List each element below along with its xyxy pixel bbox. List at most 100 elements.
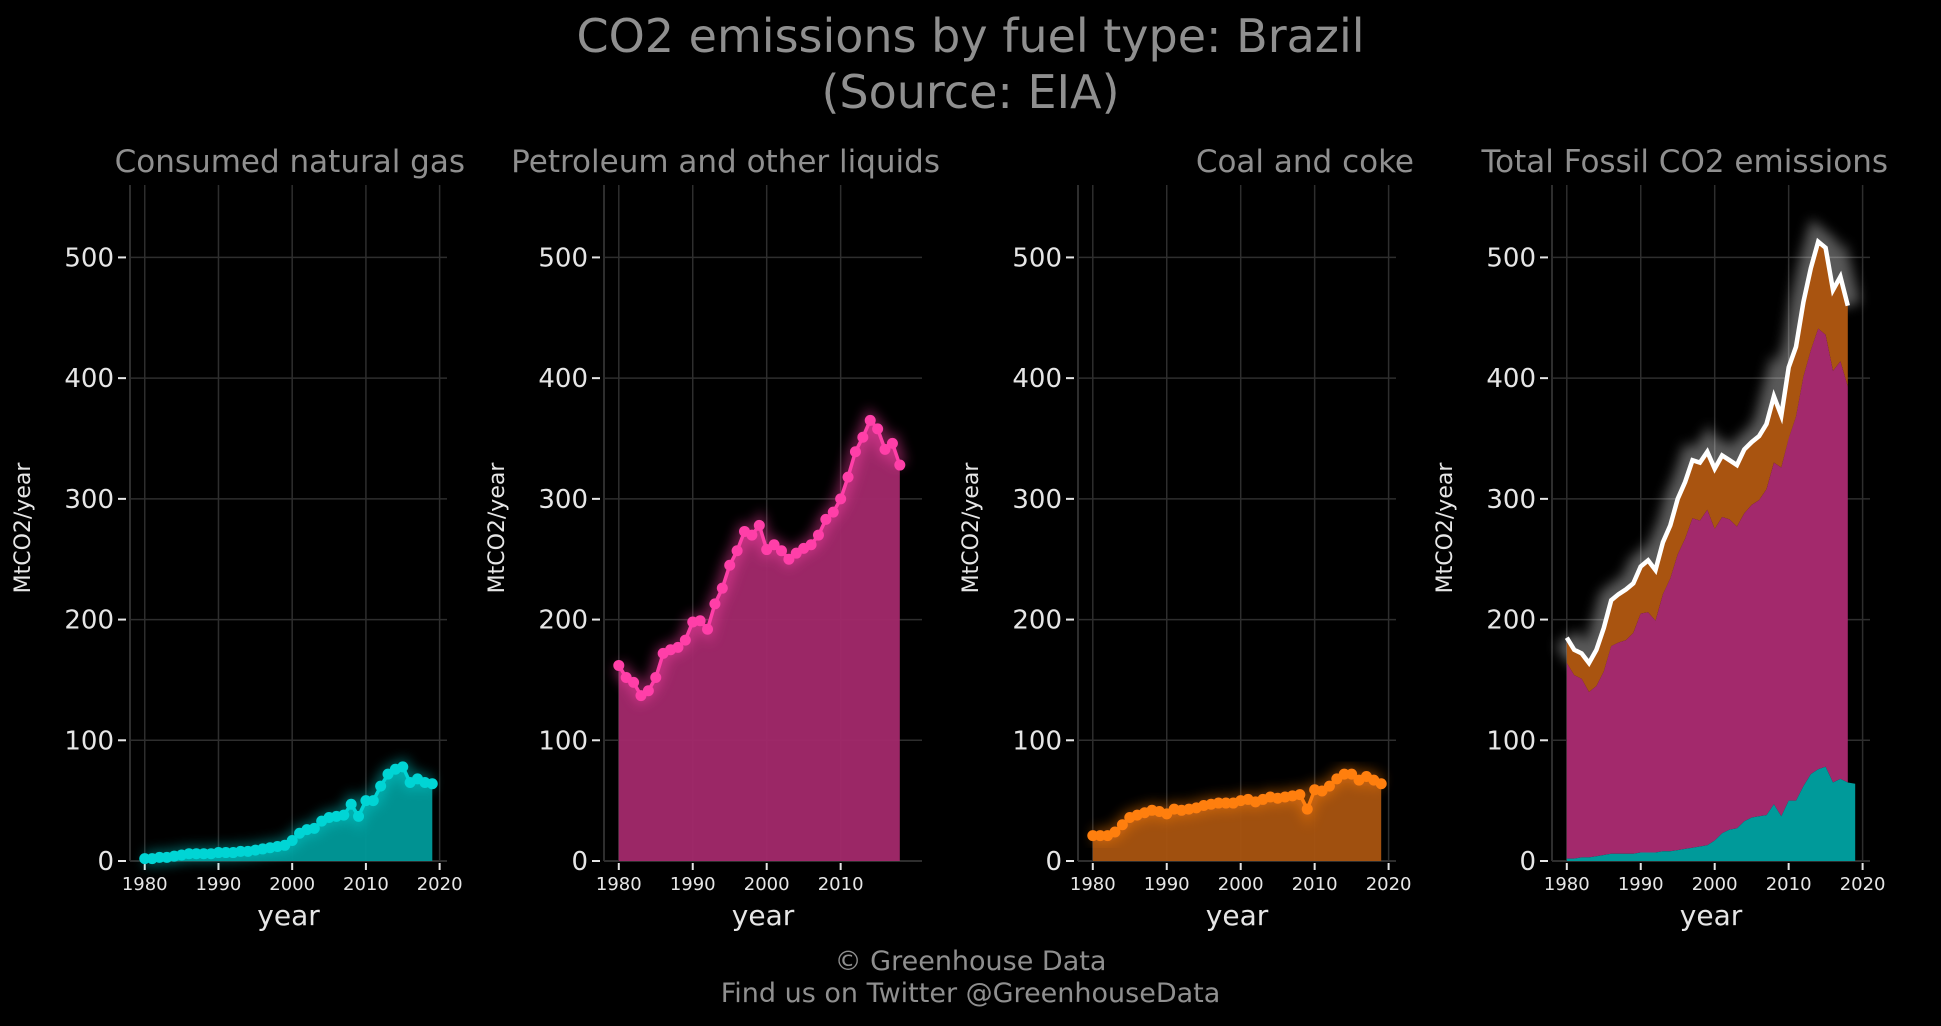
x-tick-label: 1990: [670, 874, 716, 895]
data-point: [827, 506, 839, 518]
panel-title: Consumed natural gas: [115, 144, 465, 180]
x-tick-label: 2010: [818, 874, 864, 895]
data-point: [286, 834, 298, 846]
x-axis-label: year: [1206, 899, 1269, 932]
y-tick-label: 400: [538, 364, 588, 394]
y-tick-label: 200: [64, 606, 114, 636]
panel-title: Total Fossil CO2 emissions: [1480, 144, 1888, 180]
data-point: [694, 615, 706, 627]
data-point: [783, 553, 795, 565]
data-point: [724, 559, 736, 571]
panel-2-series-coal: [1087, 767, 1387, 861]
y-tick-label: 500: [538, 243, 588, 273]
data-point: [716, 582, 728, 594]
x-tick-label: 2010: [1292, 874, 1338, 895]
y-tick-label: 100: [1486, 726, 1536, 756]
y-tick-label: 400: [1486, 364, 1536, 394]
y-tick-label: 200: [1486, 606, 1536, 636]
series-area: [618, 420, 900, 861]
data-point: [338, 809, 350, 821]
x-tick-label: 1980: [1544, 874, 1590, 895]
y-axis-label: MtCO2/year: [485, 462, 510, 594]
data-point: [864, 414, 876, 426]
data-point: [768, 539, 780, 551]
panel-title: Coal and coke: [1196, 144, 1414, 180]
y-axis-label: MtCO2/year: [959, 462, 984, 594]
panel-1-series-petroleum: [612, 407, 907, 861]
panel-title: Petroleum and other liquids: [511, 144, 940, 180]
x-tick-label: 2000: [1218, 874, 1264, 895]
x-tick-label: 2020: [1840, 874, 1886, 895]
data-point: [642, 685, 654, 697]
data-point: [1109, 826, 1121, 838]
data-point: [753, 519, 765, 531]
data-point: [367, 795, 379, 807]
stack-area-petroleum: [1566, 328, 1848, 859]
footer-twitter: Find us on Twitter @GreenhouseData: [720, 978, 1221, 1009]
y-tick-label: 0: [571, 847, 588, 877]
panel-0-series-gas: [139, 758, 438, 866]
data-point: [702, 623, 714, 635]
data-point: [1301, 803, 1313, 815]
y-tick-label: 500: [1486, 243, 1536, 273]
x-tick-label: 2020: [417, 874, 463, 895]
data-point: [894, 459, 906, 471]
data-point: [345, 798, 357, 810]
x-axis-label: year: [1680, 899, 1743, 932]
data-point: [1323, 780, 1335, 792]
y-tick-label: 400: [64, 364, 114, 394]
x-tick-label: 1980: [1070, 874, 1116, 895]
data-point: [879, 443, 891, 455]
data-point: [805, 539, 817, 551]
data-point: [709, 598, 721, 610]
data-point: [679, 634, 691, 646]
y-tick-label: 500: [64, 243, 114, 273]
y-tick-label: 300: [64, 485, 114, 515]
data-point: [731, 545, 743, 557]
x-tick-label: 2020: [1366, 874, 1412, 895]
y-tick-label: 300: [1486, 485, 1536, 515]
x-axis-label: year: [732, 899, 795, 932]
y-tick-label: 100: [538, 726, 588, 756]
y-tick-label: 400: [1012, 364, 1062, 394]
series-area: [1092, 774, 1382, 861]
y-tick-label: 100: [1012, 726, 1062, 756]
x-tick-label: 1990: [196, 874, 242, 895]
footer-credit: © Greenhouse Data: [834, 946, 1107, 977]
data-point: [308, 822, 320, 834]
x-tick-label: 2000: [269, 874, 315, 895]
data-point: [872, 423, 884, 435]
y-tick-label: 300: [1012, 485, 1062, 515]
stack-area-gas: [1566, 766, 1856, 861]
x-tick-label: 2010: [343, 874, 389, 895]
panel-3-stack: [1555, 218, 1861, 861]
data-point: [650, 672, 662, 684]
x-tick-label: 2000: [1692, 874, 1738, 895]
x-tick-label: 1990: [1144, 874, 1190, 895]
data-point: [1294, 789, 1306, 801]
data-point: [849, 446, 861, 458]
data-point: [375, 780, 387, 792]
y-tick-label: 200: [538, 606, 588, 636]
y-tick-label: 300: [538, 485, 588, 515]
y-tick-label: 0: [1045, 847, 1062, 877]
x-tick-label: 1980: [596, 874, 642, 895]
data-point: [613, 659, 625, 671]
y-tick-label: 100: [64, 726, 114, 756]
y-axis-label: MtCO2/year: [1433, 462, 1458, 594]
data-point: [842, 471, 854, 483]
x-tick-label: 2000: [744, 874, 790, 895]
data-point: [1346, 768, 1358, 780]
y-tick-label: 0: [1519, 847, 1536, 877]
data-point: [672, 641, 684, 653]
y-tick-label: 0: [97, 847, 114, 877]
data-point: [1375, 778, 1387, 790]
x-tick-label: 1980: [122, 874, 168, 895]
data-point: [835, 493, 847, 505]
y-tick-label: 200: [1012, 606, 1062, 636]
data-point: [746, 529, 758, 541]
x-axis-label: year: [257, 899, 320, 932]
data-point: [397, 761, 409, 773]
data-point: [812, 529, 824, 541]
data-point: [353, 810, 365, 822]
